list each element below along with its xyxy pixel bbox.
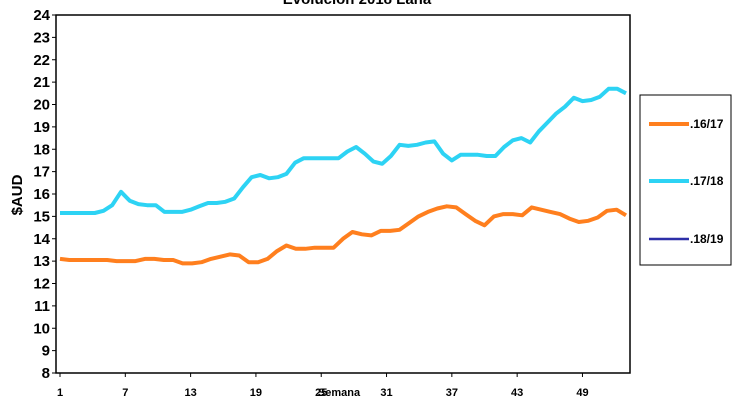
y-tick-label: 19 bbox=[33, 119, 50, 136]
y-tick-label: 21 bbox=[33, 74, 50, 91]
x-tick-label: 1 bbox=[57, 387, 63, 399]
y-tick-label: 14 bbox=[33, 231, 50, 248]
y-tick-label: 9 bbox=[42, 343, 50, 360]
x-tick-label: 19 bbox=[250, 387, 262, 399]
y-tick-label: 16 bbox=[33, 186, 50, 203]
y-tick-label: 23 bbox=[33, 29, 50, 46]
y-tick-label: 22 bbox=[33, 52, 50, 69]
y-tick-label: 10 bbox=[33, 320, 50, 337]
chart-title: Evolución 2018 Lana bbox=[283, 0, 432, 8]
y-tick-label: 17 bbox=[33, 164, 50, 181]
x-axis: 1 7 13 19 25 31 37 43 49 bbox=[57, 373, 589, 399]
legend-label-0: .16/17 bbox=[690, 117, 724, 131]
x-axis-title: Semana bbox=[318, 387, 361, 399]
y-tick-label: 12 bbox=[33, 276, 50, 293]
x-tick-label: 31 bbox=[380, 387, 392, 399]
y-tick-label: 8 bbox=[42, 365, 50, 382]
y-tick-label: 13 bbox=[33, 253, 50, 270]
y-tick-label: 15 bbox=[33, 208, 50, 225]
legend-label-2: .18/19 bbox=[690, 232, 724, 246]
x-tick-label: 25 bbox=[315, 387, 327, 399]
series-line-0 bbox=[59, 204, 628, 266]
x-tick-label: 49 bbox=[576, 387, 588, 399]
x-tick-label: 7 bbox=[122, 387, 128, 399]
y-tick-label: 18 bbox=[33, 141, 50, 158]
x-tick-label: 13 bbox=[184, 387, 196, 399]
y-axis-title: $AUD bbox=[9, 174, 26, 215]
y-tick-label: 11 bbox=[34, 298, 50, 315]
series-line-1 bbox=[60, 86, 627, 215]
y-axis: 8 9 10 11 12 13 14 15 16 17 18 19 20 21 22 23 24 bbox=[33, 7, 56, 382]
x-tick-label: 43 bbox=[511, 387, 523, 399]
legend-label-1: .17/18 bbox=[690, 174, 724, 188]
legend: .16/17 .17/18 .18/19 bbox=[649, 117, 724, 246]
y-tick-label: 24 bbox=[33, 7, 50, 24]
series-lines bbox=[59, 86, 628, 266]
x-tick-label: 37 bbox=[446, 387, 458, 399]
y-tick-label: 20 bbox=[33, 97, 50, 114]
